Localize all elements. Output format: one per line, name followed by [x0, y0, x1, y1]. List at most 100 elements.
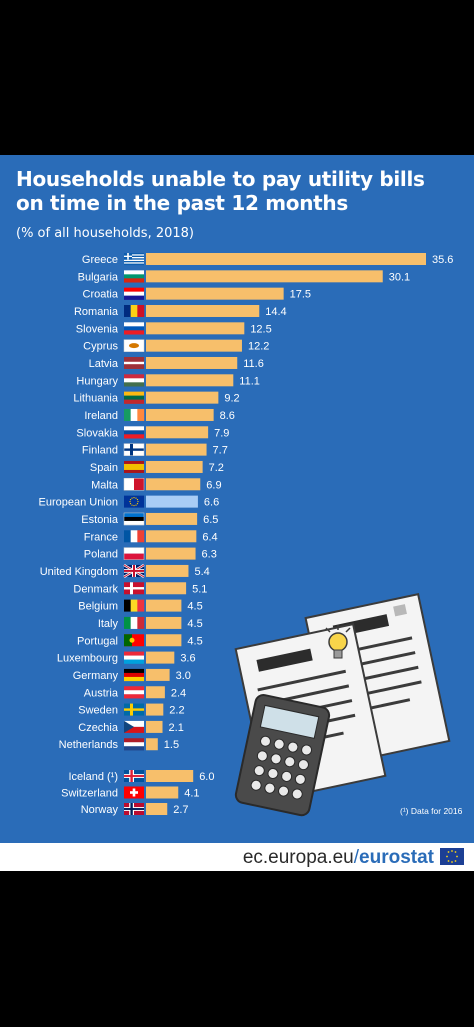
bar	[146, 547, 196, 560]
category-label: Iceland (¹)	[68, 771, 118, 783]
eu-flag-icon	[440, 848, 464, 865]
austria-flag	[124, 686, 144, 699]
calculator-icon	[234, 693, 331, 817]
bar	[146, 304, 260, 317]
category-label: Spain	[90, 462, 118, 474]
ireland-flag	[124, 408, 145, 421]
value-label: 12.5	[250, 323, 271, 335]
category-label: Norway	[81, 804, 119, 816]
greece-flag	[124, 253, 144, 266]
category-label: Finland	[82, 445, 118, 457]
czechia-flag	[124, 720, 144, 733]
category-label: Luxembourg	[57, 653, 118, 665]
category-label: Netherlands	[59, 739, 119, 751]
value-label: 7.9	[214, 427, 229, 439]
value-label: 4.5	[187, 601, 202, 613]
malta-flag	[123, 478, 145, 491]
value-label: 6.3	[202, 549, 217, 561]
bar	[146, 512, 198, 525]
bar	[146, 634, 182, 647]
category-label: Cyprus	[83, 341, 118, 353]
value-label: 11.1	[239, 375, 260, 387]
value-label: 6.5	[203, 514, 218, 526]
category-label: Czechia	[78, 722, 119, 734]
bar	[146, 287, 284, 300]
bar-highlight	[146, 495, 198, 508]
value-label: 4.1	[184, 788, 199, 800]
slovakia-flag	[124, 426, 144, 439]
category-label: Lithuania	[73, 393, 119, 405]
france-flag	[124, 530, 145, 543]
bar	[146, 564, 189, 577]
netherlands-flag	[124, 738, 144, 751]
germany-flag	[124, 668, 144, 682]
category-label: Germany	[73, 670, 119, 682]
category-label: Estonia	[81, 514, 119, 526]
footer-domain: ec.europa.eu	[242, 847, 354, 868]
value-label: 4.5	[187, 618, 202, 630]
lithuania-flag	[124, 391, 144, 404]
chart-title: Households unable to pay utility bills o…	[16, 167, 425, 215]
poland-flag	[123, 547, 145, 560]
bar	[146, 478, 201, 491]
illustration	[234, 592, 451, 817]
category-label: Slovakia	[76, 427, 118, 439]
value-label: 2.4	[171, 687, 186, 699]
switzerland-flag	[124, 786, 144, 799]
bar	[146, 803, 168, 815]
value-label: 6.4	[202, 531, 217, 543]
value-label: 7.2	[209, 462, 224, 474]
category-label: Slovenia	[76, 323, 119, 335]
category-label: Switzerland	[61, 788, 118, 800]
bar	[146, 356, 238, 369]
category-label: Greece	[82, 254, 118, 266]
luxembourg-flag	[124, 651, 144, 664]
latvia-flag	[124, 356, 144, 369]
category-label: Bulgaria	[78, 271, 119, 283]
category-label: Hungary	[76, 375, 118, 387]
bar	[146, 426, 209, 439]
footnote: (¹) Data for 2016	[400, 806, 463, 816]
croatia-flag	[124, 287, 144, 300]
value-label: 5.4	[194, 566, 209, 578]
category-label: Latvia	[89, 358, 119, 370]
bar	[146, 720, 163, 733]
category-label: Ireland	[84, 410, 118, 422]
value-label: 2.1	[169, 722, 184, 734]
category-label: Denmark	[73, 583, 118, 595]
footer-separator: /	[353, 847, 360, 868]
bar	[146, 668, 170, 681]
footer-link[interactable]: ec.europa.eu/eurostat	[243, 847, 434, 869]
bar	[146, 738, 158, 751]
value-label: 14.4	[265, 306, 286, 318]
category-label: Austria	[84, 687, 119, 699]
value-label: 7.7	[213, 445, 228, 457]
category-label: Sweden	[78, 705, 118, 717]
bar	[146, 530, 197, 543]
value-label: 11.6	[243, 358, 264, 370]
value-label: 17.5	[290, 289, 311, 301]
bar	[146, 703, 164, 716]
bar	[146, 408, 214, 421]
hungary-flag	[124, 374, 144, 387]
bars-layer: Greece 35.6 Bulgaria 30.1 Croatia 17.5 Romania…	[38, 253, 453, 816]
value-label: 2.7	[173, 804, 188, 816]
value-label: 8.6	[220, 410, 235, 422]
value-label: 6.9	[206, 479, 221, 491]
romania-flag	[124, 304, 145, 317]
value-label: 2.2	[169, 705, 184, 717]
slovenia-flag	[124, 322, 144, 335]
finland-flag	[123, 443, 145, 456]
belgium-flag	[124, 599, 145, 612]
category-label: Italy	[98, 618, 119, 630]
bar	[146, 253, 426, 265]
uk-flag	[123, 563, 145, 578]
bar	[146, 391, 219, 404]
value-label: 3.6	[180, 653, 195, 665]
category-label: Portugal	[77, 635, 118, 647]
value-label: 35.6	[432, 254, 453, 266]
bar	[146, 374, 234, 387]
denmark-flag	[124, 582, 144, 595]
sweden-flag	[124, 703, 144, 716]
